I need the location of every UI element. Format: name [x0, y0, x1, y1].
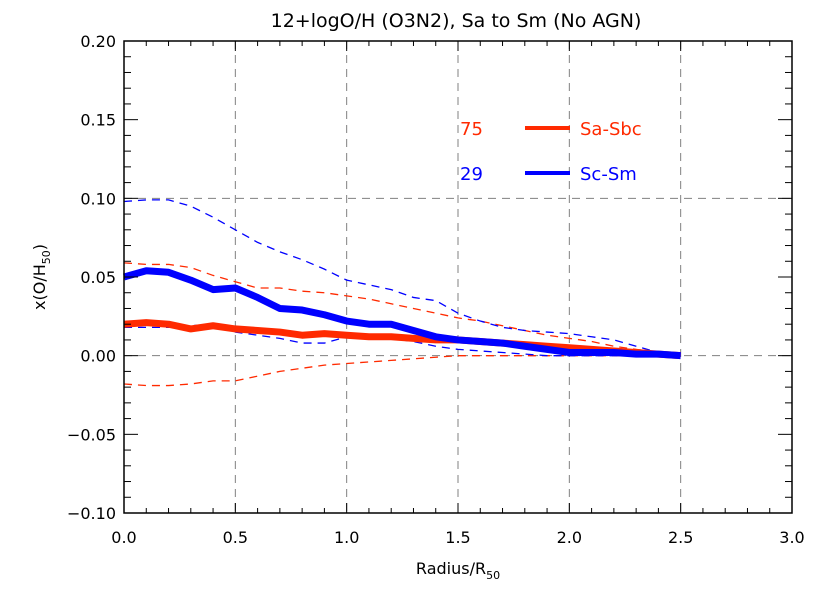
x-tick-label: 2.0 [557, 528, 582, 547]
y-tick-label: −0.05 [67, 425, 116, 444]
x-tick-label: 3.0 [779, 528, 804, 547]
y-axis-label-sub: 50 [40, 250, 53, 264]
series-line-sc-sm [123, 267, 681, 360]
y-axis-label-main: x(O/H [30, 264, 49, 310]
y-tick-label: −0.10 [67, 504, 116, 523]
legend-label: Sa-Sbc [580, 119, 642, 140]
y-tick-label: 0.10 [80, 189, 116, 208]
y-tick-label: 0.20 [80, 32, 116, 51]
y-axis-label: x(O/H50) [30, 244, 53, 310]
legend-count: 29 [460, 164, 483, 185]
y-tick-label: 0.00 [80, 347, 116, 366]
series-dashed-bound [123, 355, 681, 387]
x-tick-label: 0.0 [111, 528, 136, 547]
series-dashed-bound [123, 262, 681, 357]
x-tick-label: 2.5 [668, 528, 693, 547]
x-axis-label-main: Radius/R [416, 559, 486, 578]
x-tick-label: 0.5 [223, 528, 248, 547]
y-tick-label: 0.05 [80, 268, 116, 287]
x-axis-label-sub: 50 [486, 569, 500, 582]
y-axis-label-close: ) [30, 244, 49, 250]
legend-count: 75 [460, 119, 483, 140]
x-tick-label: 1.0 [334, 528, 359, 547]
x-tick-label: 1.5 [445, 528, 470, 547]
y-tick-label: 0.15 [80, 111, 116, 130]
x-axis-label: Radius/R50 [416, 559, 500, 582]
legend-label: Sc-Sm [580, 164, 637, 185]
series-dashed-bound [123, 199, 681, 357]
chart-title: 12+logO/H (O3N2), Sa to Sm (No AGN) [271, 10, 642, 32]
